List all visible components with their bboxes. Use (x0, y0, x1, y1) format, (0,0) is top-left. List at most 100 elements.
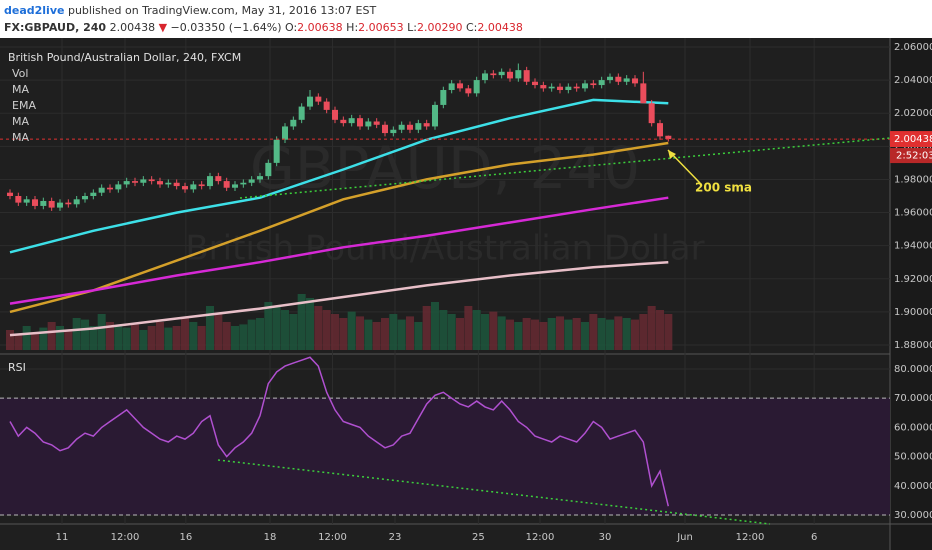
volume-bar (556, 316, 564, 350)
c-label: C: (466, 21, 478, 34)
arrow: ▼ (158, 21, 168, 34)
volume-bar (564, 319, 573, 350)
y-tick-label: 80.0000 (894, 364, 932, 375)
volume-bar (264, 302, 273, 350)
candle-body (298, 106, 305, 120)
candle-body (7, 192, 13, 196)
watermark-sub: British Pound/Australian Dollar (185, 229, 704, 269)
candle-body (565, 86, 572, 91)
candle-body (365, 121, 372, 127)
candle-body (573, 86, 580, 89)
volume-bar (106, 322, 114, 350)
candle-body (648, 103, 655, 124)
candle-body (232, 184, 238, 188)
volume-bar (547, 318, 556, 350)
x-tick-label: 12:00 (526, 532, 555, 543)
ma-line (9, 98, 669, 254)
candle-body (140, 179, 147, 183)
x-tick-label: 16 (179, 532, 192, 543)
y-tick-label: 1.94000 (894, 241, 932, 252)
x-tick-label: 18 (264, 532, 277, 543)
candle-body (57, 202, 63, 208)
volume-bar (581, 322, 589, 350)
volume-bar (239, 324, 248, 350)
candle-body (307, 96, 313, 107)
candle-body (473, 80, 480, 94)
volume-bar (531, 319, 539, 350)
y-tick-label: 2.04000 (894, 75, 932, 86)
volume-bar (206, 306, 214, 350)
volume-bar (306, 298, 314, 350)
candle-body (390, 129, 397, 134)
l: 2.00290 (417, 21, 463, 34)
volume-bar (197, 326, 206, 350)
candle-body (148, 179, 155, 182)
volume-bar (372, 322, 381, 350)
h-label: H: (346, 21, 359, 34)
rsi-band (0, 398, 890, 515)
candle-body (457, 83, 463, 89)
candle-body (265, 162, 272, 177)
ma-line (9, 141, 669, 314)
y-tick-label: 60.0000 (894, 422, 932, 433)
volume-bar (381, 318, 389, 350)
header: dead2live published on TradingView.com, … (0, 0, 932, 38)
candle-body (498, 71, 505, 76)
candle-body (65, 202, 72, 205)
volume-bar (47, 322, 56, 350)
countdown-box (890, 148, 932, 164)
last-price-box (890, 131, 932, 148)
volume-bar (331, 314, 339, 350)
candle-body (248, 179, 255, 183)
candle-body (98, 187, 105, 193)
y-tick-label: 40.0000 (894, 481, 932, 492)
candle-body (315, 96, 322, 102)
last-price-label: 2.00438 (894, 134, 932, 145)
volume-bar (431, 302, 439, 350)
volume-bar (656, 310, 664, 350)
volume-bar (572, 318, 581, 350)
candle-body (157, 181, 163, 185)
candle-body (665, 135, 672, 140)
volume-bar (439, 310, 448, 350)
volume-bar (639, 314, 648, 350)
volume-bar (647, 306, 656, 350)
candle-body (132, 181, 138, 183)
volume-bar (6, 330, 14, 350)
candle-body (198, 184, 205, 187)
legend-entry: Vol (12, 67, 28, 80)
y-tick-label: 70.0000 (894, 393, 932, 404)
candle-body (240, 182, 247, 185)
candle-body (290, 119, 297, 127)
candle-body (173, 182, 180, 187)
volume-bar (289, 314, 298, 350)
rsi-line (9, 356, 670, 507)
volume-bar (464, 306, 473, 350)
volume-bar (172, 326, 181, 350)
volume-bar (139, 330, 148, 350)
candle-body (48, 200, 55, 208)
x-tick-label: 12:00 (736, 532, 765, 543)
user[interactable]: dead2live (4, 4, 65, 17)
candle-body (657, 123, 663, 137)
volume-bar (489, 311, 498, 350)
candle-body (632, 78, 638, 84)
y-tick-label: 1.98000 (894, 174, 932, 185)
candle-body (340, 119, 347, 124)
candle-body (490, 73, 497, 76)
volume-bar (222, 322, 231, 350)
volume-bar (214, 314, 223, 350)
y-tick-label: 2.02000 (894, 108, 932, 119)
x-tick-label: 11 (56, 532, 69, 543)
x-tick-label: Jun (676, 532, 693, 543)
volume-bar (664, 314, 673, 350)
volume-bar (247, 319, 256, 350)
candle-body (382, 124, 388, 134)
candle-body (640, 83, 647, 104)
candle-body (207, 176, 213, 187)
published: published on TradingView.com, May 31, 20… (67, 4, 377, 17)
candle-body (582, 83, 588, 89)
volume-bar (156, 322, 164, 350)
volume-bar (481, 314, 489, 350)
last: 2.00438 (109, 21, 156, 34)
